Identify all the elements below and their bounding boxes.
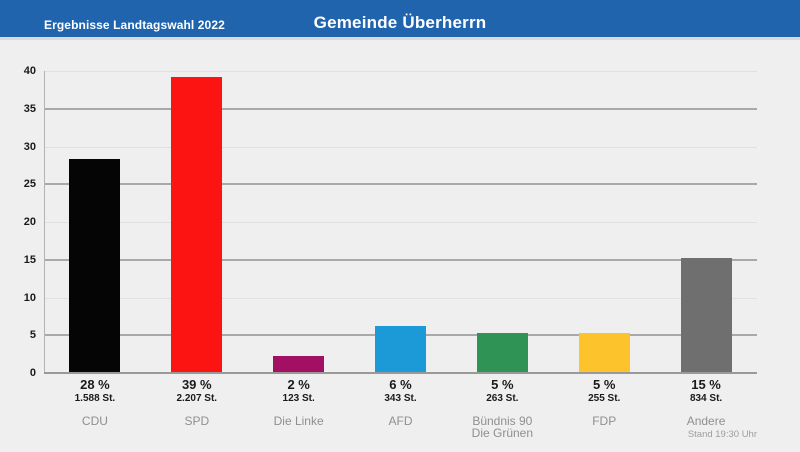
timestamp: Stand 19:30 Uhr xyxy=(687,429,757,440)
column-label-die-linke: 2 % 123 St. Die Linke xyxy=(244,377,354,427)
gridline-35 xyxy=(44,107,757,110)
party-name: Die Linke xyxy=(244,415,354,427)
percent-label: 15 % xyxy=(691,377,721,392)
y-tick-15: 15 xyxy=(23,253,36,266)
votes-label: 2.207 St. xyxy=(176,393,218,404)
bar-afd xyxy=(375,326,426,373)
gridline-25 xyxy=(44,183,757,186)
column-label-andere: 15 % 834 St. Andere xyxy=(651,377,761,427)
y-tick-20: 20 xyxy=(23,216,36,228)
party-name-line: FDP xyxy=(592,414,617,428)
y-tick-10: 10 xyxy=(23,291,36,304)
header-subtitle: Ergebnisse Landtagswahl 2022 xyxy=(44,18,225,32)
votes-label: 834 St. xyxy=(689,393,723,404)
votes-label: 123 St. xyxy=(282,393,315,404)
party-name-line: Andere xyxy=(686,414,726,428)
bar-andere xyxy=(680,258,732,373)
party-name: CDU xyxy=(40,415,150,427)
party-name: SPD xyxy=(142,415,252,427)
votes-label: 343 St. xyxy=(384,393,417,404)
y-tick-40: 40 xyxy=(23,65,36,77)
y-tick-30: 30 xyxy=(23,140,36,153)
y-tick-25: 25 xyxy=(23,178,36,191)
bar-spd xyxy=(171,77,223,373)
column-label-afd: 6 % 343 St. AFD xyxy=(346,377,456,427)
y-tick-5: 5 xyxy=(29,329,36,342)
votes-label: 255 St. xyxy=(588,393,621,404)
percent-label: 28 % xyxy=(80,377,110,392)
column-label-cdu: 28 % 1.588 St. CDU xyxy=(40,377,150,427)
votes-label: 1.588 St. xyxy=(74,393,116,404)
gridline-15 xyxy=(44,258,757,261)
party-name-line: Die Grünen xyxy=(471,426,534,440)
percent-label: 5 % xyxy=(491,377,514,392)
column-label-fdp: 5 % 255 St. FDP xyxy=(549,377,659,427)
column-label-b-ndnis-90-die-gr-nen: 5 % 263 St. Bündnis 90 Die Grünen xyxy=(447,377,557,439)
column-label-spd: 39 % 2.207 St. SPD xyxy=(142,377,252,427)
header-bar: Ergebnisse Landtagswahl 2022 Gemeinde Üb… xyxy=(0,0,800,40)
percent-label: 5 % xyxy=(593,377,616,392)
bar-fdp xyxy=(578,333,630,373)
party-name: Andere xyxy=(651,415,761,427)
bar-die-linke xyxy=(273,356,325,373)
party-name-line: Die Linke xyxy=(273,414,324,428)
percent-label: 2 % xyxy=(287,377,310,392)
bar-b-ndnis-90-die-gr-nen xyxy=(476,333,528,373)
gridline-30 xyxy=(44,146,757,148)
gridline-10 xyxy=(44,297,757,299)
party-name-line: SPD xyxy=(184,414,210,428)
page-title: Gemeinde Überherrn xyxy=(313,13,487,32)
votes-label: 263 St. xyxy=(486,393,519,404)
y-tick-0: 0 xyxy=(29,367,36,379)
y-axis-line xyxy=(44,71,45,373)
party-name-line: Bündnis 90 xyxy=(472,414,533,428)
bar-cdu xyxy=(69,159,121,373)
gridline-20 xyxy=(44,222,757,223)
party-name-line: AFD xyxy=(388,414,413,428)
gridline-40 xyxy=(44,71,757,72)
party-name: FDP xyxy=(549,415,659,427)
percent-label: 39 % xyxy=(181,377,212,392)
percent-label: 6 % xyxy=(389,377,412,392)
x-axis-line xyxy=(44,372,757,374)
party-name: Bündnis 90 Die Grünen xyxy=(447,415,557,439)
y-tick-35: 35 xyxy=(23,102,36,115)
party-name: AFD xyxy=(346,415,456,427)
party-name-line: CDU xyxy=(81,414,108,428)
